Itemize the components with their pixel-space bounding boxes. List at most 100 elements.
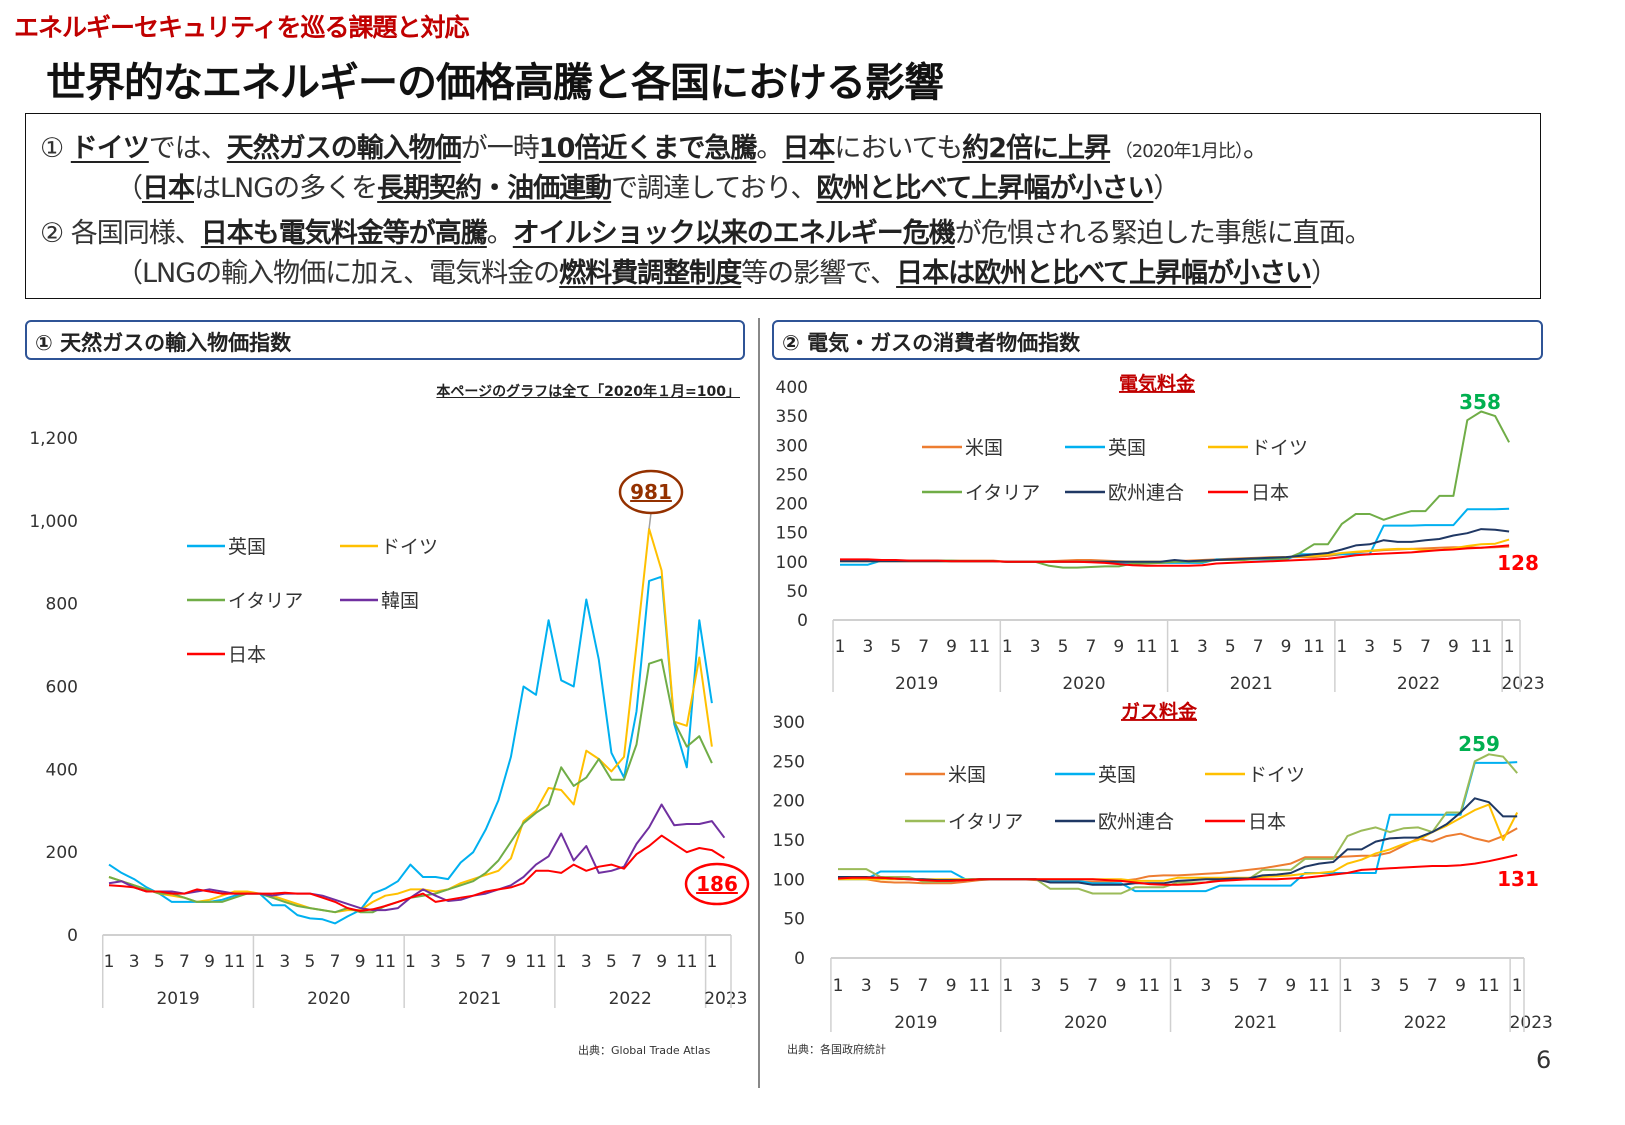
series-line-1 — [840, 507, 1510, 566]
summary-emphasis: 日本 — [782, 133, 835, 164]
legend-label: ドイツ — [1248, 764, 1305, 786]
x-tick-label: 7 — [330, 952, 341, 972]
x-tick-label: 5 — [455, 952, 466, 972]
series-line-5 — [837, 853, 1518, 886]
legend-label: 米国 — [965, 437, 1003, 459]
legend-label: イタリア — [948, 811, 1023, 833]
x-tick-label: 1 — [1169, 637, 1180, 657]
chart-title: ガス料金 — [1121, 700, 1198, 723]
x-tick-label: 9 — [506, 952, 517, 972]
y-tick-label: 250 — [776, 465, 808, 485]
x-tick-label: 11 — [374, 952, 396, 972]
y-tick-label: 100 — [773, 870, 805, 890]
legend-label: 英国 — [1098, 764, 1136, 786]
x-tick-label: 9 — [946, 976, 957, 996]
x-tick-label: 11 — [1138, 976, 1160, 996]
x-tick-label: 11 — [1308, 976, 1330, 996]
annotation-label: 358 — [1459, 390, 1501, 414]
x-tick-label: 11 — [1303, 637, 1325, 657]
legend-label: イタリア — [228, 590, 303, 612]
x-tick-label: 7 — [1427, 976, 1438, 996]
x-tick-label: 3 — [861, 976, 872, 996]
x-tick-label: 7 — [1420, 637, 1431, 657]
legend-label: 米国 — [948, 764, 986, 786]
summary-text: ① — [40, 133, 71, 164]
x-tick-label: 11 — [1478, 976, 1500, 996]
y-tick-label: 50 — [786, 582, 808, 602]
x-tick-label: 1 — [835, 637, 846, 657]
x-tick-label: 11 — [1136, 637, 1158, 657]
x-tick-label: 11 — [224, 952, 246, 972]
y-tick-label: 200 — [46, 843, 78, 863]
legend-label: 欧州連合 — [1108, 482, 1184, 504]
x-tick-label: 1 — [706, 952, 717, 972]
summary-emphasis: 欧州と比べて上昇幅が小さい — [816, 173, 1154, 204]
y-tick-label: 250 — [773, 752, 805, 772]
x-tick-label: 9 — [1285, 976, 1296, 996]
x-year-label: 2020 — [1062, 674, 1105, 694]
series-line-1 — [838, 761, 1518, 893]
x-tick-label: 7 — [1086, 637, 1097, 657]
summary-line: （LNGの輸入物価に加え、電気料金の燃料費調整制度等の影響で、日本は欧州と比べて… — [116, 251, 1338, 290]
series-line-4 — [840, 528, 1510, 563]
summary-text: においても — [834, 133, 963, 164]
x-tick-label: 9 — [1113, 637, 1124, 657]
legend-label: イタリア — [965, 482, 1040, 504]
y-tick-label: 150 — [776, 524, 808, 544]
x-year-label: 2022 — [1404, 1013, 1447, 1033]
summary-box: ① ドイツでは、天然ガスの輸入物価が一時10倍近くまで急騰。日本においても約2倍… — [25, 113, 1541, 299]
x-year-label: 2021 — [1230, 674, 1273, 694]
page-title: 世界的なエネルギーの価格高騰と各国における影響 — [46, 60, 944, 106]
y-tick-label: 350 — [776, 407, 808, 427]
summary-text: ） — [1153, 173, 1180, 204]
summary-emphasis: 長期契約・油価連動 — [377, 173, 612, 204]
x-tick-label: 7 — [480, 952, 491, 972]
x-tick-label: 1 — [254, 952, 265, 972]
summary-emphasis: 日本は欧州と比べて上昇幅が小さい — [896, 258, 1312, 289]
x-year-label: 2019 — [895, 674, 938, 694]
x-tick-label: 7 — [179, 952, 190, 972]
legend-label: 日本 — [228, 644, 266, 666]
y-tick-label: 400 — [46, 760, 78, 780]
legend-label: 欧州連合 — [1098, 811, 1174, 833]
annotation-label: 128 — [1497, 551, 1539, 575]
section-header-gas-import: ① 天然ガスの輸入物価指数 — [25, 320, 745, 360]
summary-emphasis: 燃料費調整制度 — [559, 258, 742, 289]
annotation-ellipse — [618, 469, 684, 515]
summary-text: 。 — [486, 218, 514, 249]
summary-text: はLNGの多くを — [194, 173, 378, 204]
x-tick-label: 9 — [1455, 976, 1466, 996]
y-tick-label: 150 — [773, 831, 805, 851]
summary-text: では、 — [148, 133, 228, 164]
x-tick-label: 3 — [1197, 637, 1208, 657]
x-year-label: 2023 — [704, 989, 747, 1009]
y-tick-label: 0 — [794, 949, 805, 969]
x-tick-label: 7 — [1257, 976, 1268, 996]
x-tick-label: 1 — [1002, 976, 1013, 996]
annotation-label: 259 — [1458, 732, 1500, 756]
x-tick-label: 7 — [631, 952, 642, 972]
y-tick-label: 0 — [67, 926, 78, 946]
y-tick-label: 600 — [46, 678, 78, 698]
y-tick-label: 100 — [776, 553, 808, 573]
summary-text: 。 — [1243, 133, 1270, 164]
x-tick-label: 7 — [917, 976, 928, 996]
x-year-label: 2023 — [1501, 674, 1544, 694]
x-tick-label: 9 — [1448, 637, 1459, 657]
y-tick-label: 400 — [776, 378, 808, 398]
x-tick-label: 3 — [1200, 976, 1211, 996]
x-tick-label: 9 — [656, 952, 667, 972]
summary-text: （LNGの輸入物価に加え、電気料金の — [116, 258, 560, 289]
x-year-label: 2022 — [609, 989, 652, 1009]
legend-label: 韓国 — [381, 590, 419, 612]
x-tick-label: 5 — [154, 952, 165, 972]
summary-text: が危惧される緊迫した事態に直面。 — [954, 218, 1372, 249]
x-tick-label: 1 — [1504, 637, 1515, 657]
x-tick-label: 11 — [525, 952, 547, 972]
summary-text: 。 — [756, 133, 783, 164]
legend-label: 英国 — [1108, 437, 1146, 459]
summary-text: （ — [116, 173, 143, 204]
x-tick-label: 9 — [204, 952, 215, 972]
summary-emphasis: 日本も電気料金等が高騰 — [200, 218, 488, 249]
